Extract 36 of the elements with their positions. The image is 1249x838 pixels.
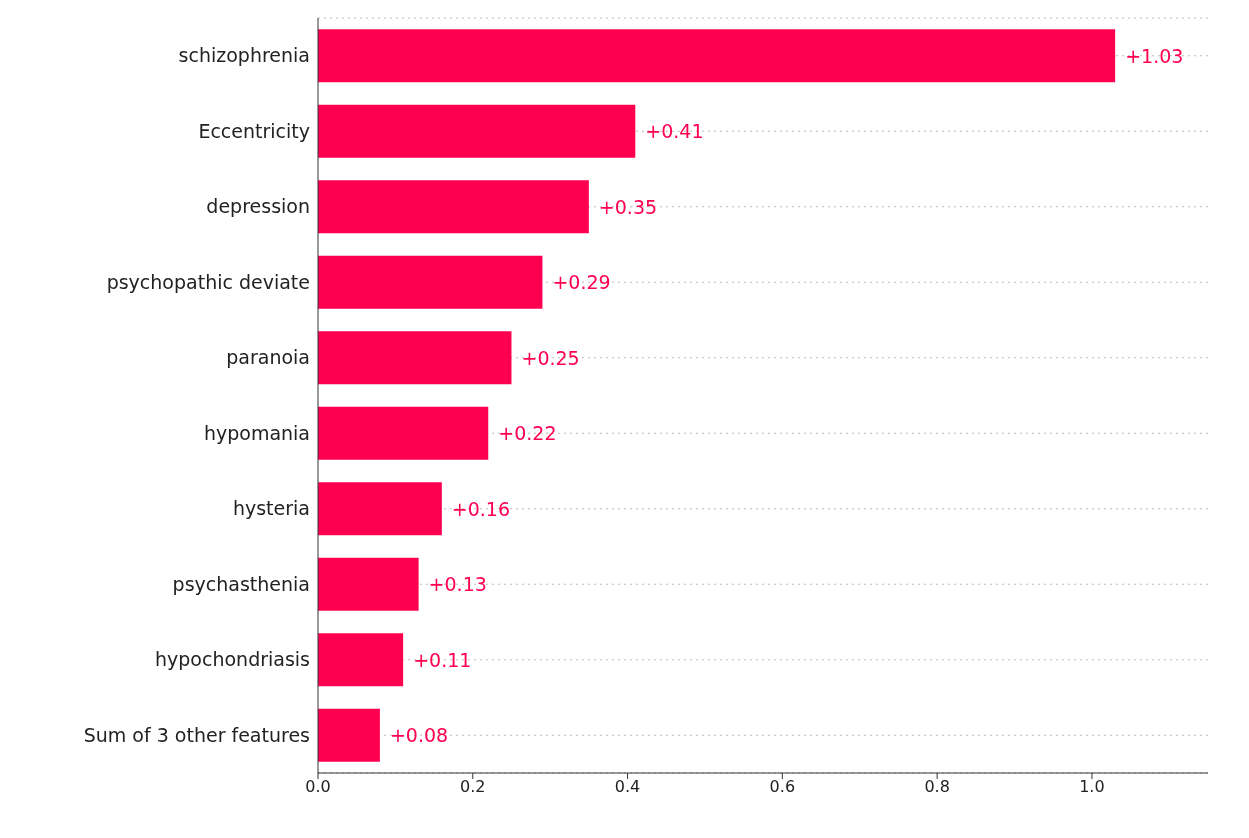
bar — [318, 180, 589, 234]
data-label: +0.08 — [389, 724, 449, 747]
data-label: +0.25 — [521, 346, 580, 369]
x-tick-label: 0.0 — [305, 777, 331, 797]
data-label: +0.16 — [451, 497, 511, 520]
bar — [318, 29, 1116, 83]
data-label: +0.13 — [428, 573, 487, 596]
y-tick-label: depression — [206, 195, 310, 218]
bar — [318, 104, 636, 158]
data-label: +0.41 — [645, 120, 704, 143]
y-tick-label: psychopathic deviate — [106, 270, 310, 293]
data-label: +0.35 — [598, 195, 658, 218]
bar — [318, 331, 512, 385]
y-tick-label: hypochondriasis — [155, 648, 310, 671]
bar — [318, 406, 489, 460]
y-tick-label: hysteria — [232, 497, 310, 520]
x-tick-label: 0.8 — [924, 777, 950, 797]
y-tick-label: Eccentricity — [198, 119, 310, 142]
bar — [318, 557, 419, 611]
x-tick-label: 0.4 — [614, 777, 641, 797]
y-tick-label: schizophrenia — [178, 44, 310, 67]
data-label: +0.22 — [498, 422, 557, 445]
data-label: +0.11 — [413, 648, 472, 671]
data-label: +1.03 — [1125, 44, 1184, 67]
bar — [318, 482, 442, 536]
x-tick-label: 1.0 — [1079, 777, 1105, 797]
bar — [318, 633, 404, 687]
y-tick-label: Sum of 3 other features — [83, 723, 310, 746]
x-tick-label: 0.2 — [460, 777, 486, 797]
y-tick-label: hypomania — [203, 421, 310, 444]
x-tick-label: 0.6 — [769, 777, 796, 797]
data-label: +0.29 — [552, 271, 611, 294]
y-tick-label: paranoia — [226, 346, 310, 369]
y-tick-label: psychasthenia — [172, 572, 310, 595]
bar — [318, 255, 543, 309]
bar — [318, 708, 380, 762]
